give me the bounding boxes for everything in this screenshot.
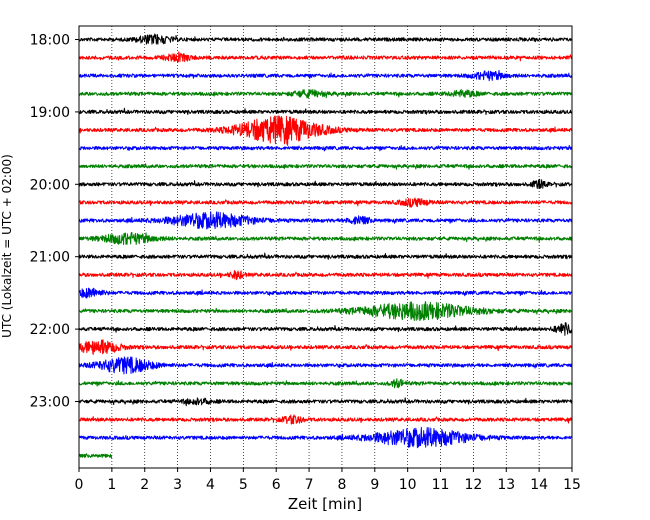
trace-2230 — [78, 356, 573, 375]
y-tick-label: 22:00 — [30, 322, 70, 338]
x-tick-label: 15 — [563, 477, 581, 493]
x-tick-label: 1 — [107, 477, 116, 493]
y-tick-label: 18:00 — [30, 33, 70, 49]
x-tick-label: 5 — [239, 477, 248, 493]
x-tick-label: 6 — [272, 477, 281, 493]
x-axis-ticks: 0 1 2 3 4 5 6 7 8 9 10 11 12 13 14 15 — [75, 468, 581, 493]
trace-2245 — [78, 378, 573, 389]
x-tick-label: 11 — [432, 477, 450, 493]
y-axis-label: UTC (Lokalzeit = UTC + 02:00) — [0, 154, 14, 338]
y-tick-label: 20:00 — [30, 177, 70, 193]
trace-2300 — [78, 397, 573, 407]
x-tick-label: 0 — [75, 477, 84, 493]
x-tick-label: 2 — [140, 477, 149, 493]
trace-2130 — [78, 287, 573, 299]
x-tick-label: 14 — [530, 477, 548, 493]
y-tick-label: 21:00 — [30, 250, 70, 266]
trace-2200 — [78, 322, 573, 336]
y-tick-label: 19:00 — [30, 105, 70, 121]
trace-1830 — [78, 69, 573, 82]
plot-frame — [78, 25, 573, 469]
trace-2215 — [78, 339, 573, 356]
x-tick-label: 9 — [370, 477, 379, 493]
y-axis-ticks: 18:00 19:00 20:00 21:00 22:00 23:00 — [30, 33, 79, 411]
x-tick-label: 7 — [305, 477, 314, 493]
trace-2345 — [78, 453, 113, 459]
y-tick-label: 23:00 — [30, 395, 70, 411]
trace-2100 — [78, 252, 573, 260]
trace-2000 — [78, 178, 573, 189]
x-tick-label: 4 — [206, 477, 215, 493]
trace-1945 — [78, 163, 573, 170]
trace-2045 — [78, 231, 573, 246]
x-tick-label: 10 — [399, 477, 417, 493]
x-tick-label: 12 — [464, 477, 482, 493]
trace-2315 — [78, 414, 573, 425]
trace-1815 — [78, 51, 573, 63]
trace-2145 — [78, 301, 573, 321]
x-tick-label: 3 — [173, 477, 182, 493]
trace-2330 — [78, 426, 573, 449]
trace-2015 — [78, 197, 573, 208]
trace-1915 — [78, 115, 573, 147]
trace-1930 — [78, 144, 573, 152]
x-axis-label: Zeit [min] — [288, 495, 362, 513]
trace-1900 — [78, 107, 573, 116]
x-tick-label: 8 — [337, 477, 346, 493]
trace-2115 — [78, 269, 573, 281]
trace-1845 — [78, 88, 573, 99]
seismic-traces — [78, 33, 573, 459]
trace-2030 — [78, 211, 573, 230]
x-tick-label: 13 — [497, 477, 515, 493]
trace-1800 — [78, 33, 573, 45]
